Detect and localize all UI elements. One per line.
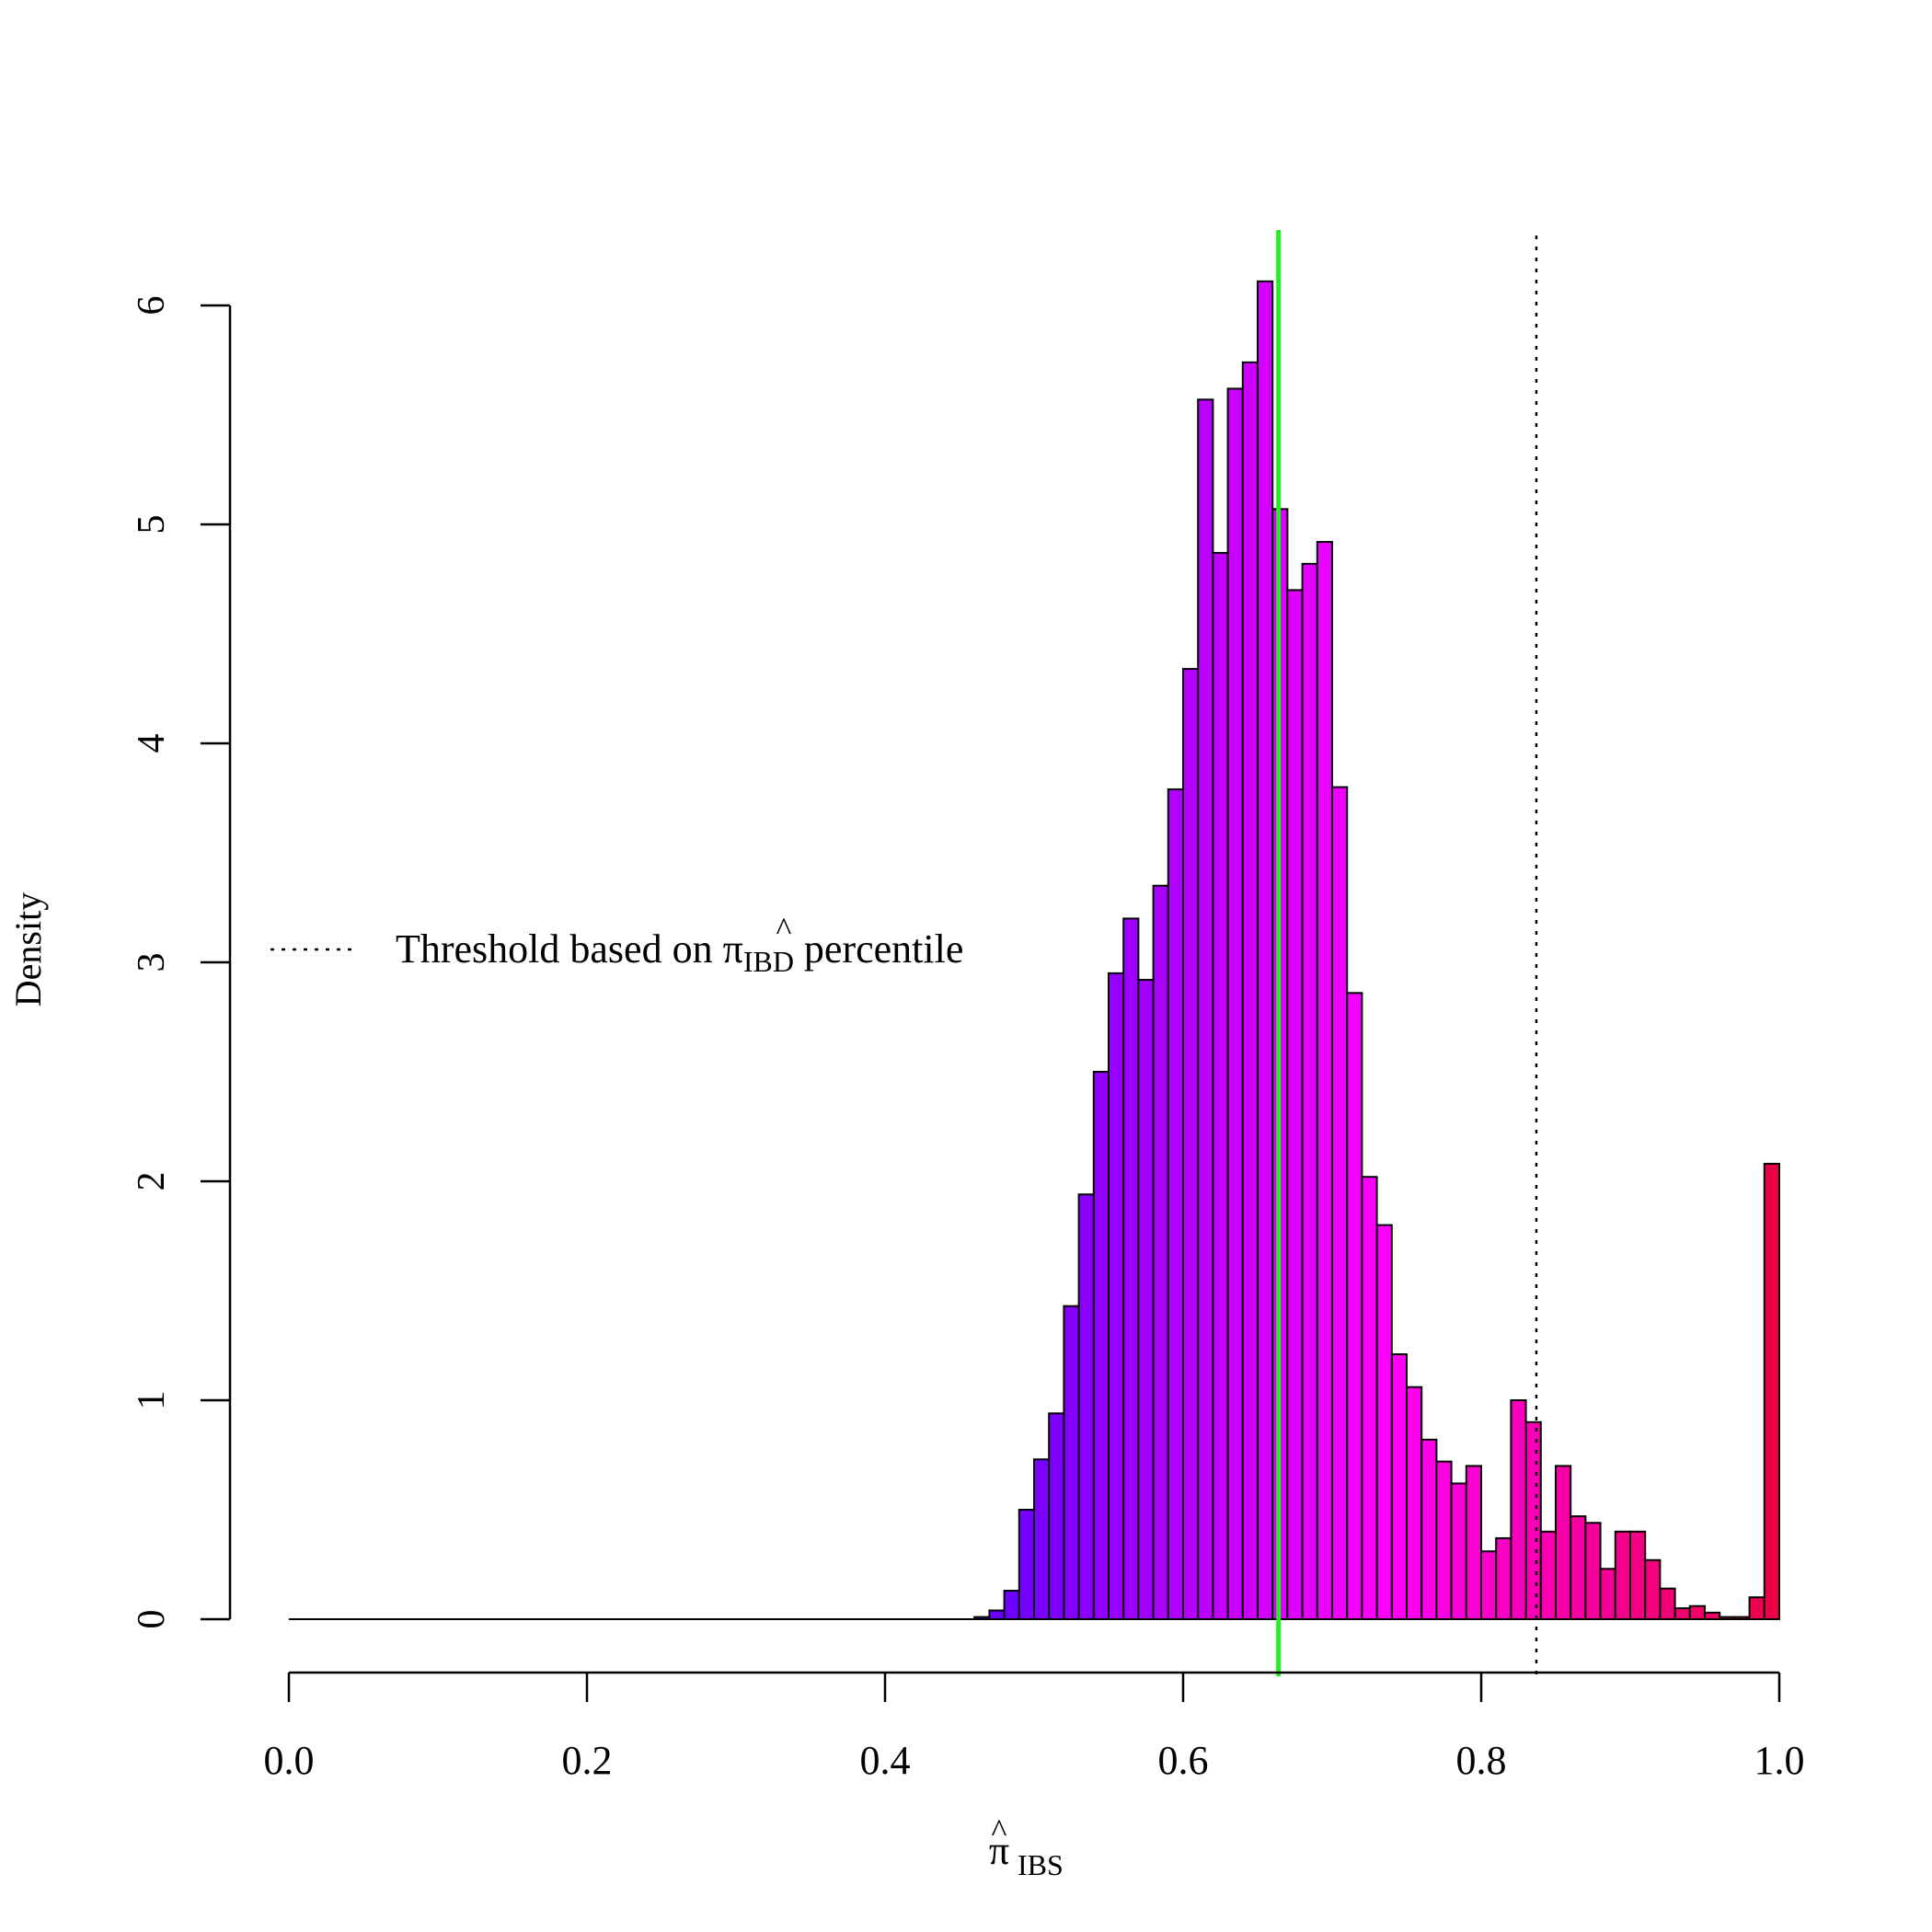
- histogram-bar: [1018, 1509, 1036, 1620]
- x-tick-label: 0.4: [860, 1738, 911, 1783]
- x-tick-label: 0.2: [562, 1738, 613, 1783]
- histogram-bar: [1480, 1550, 1498, 1620]
- histogram-bar: [1435, 1460, 1453, 1621]
- histogram-bar: [1629, 1530, 1647, 1621]
- histogram-bar: [1108, 972, 1125, 1620]
- y-axis-label: Density: [7, 892, 49, 1006]
- histogram-bar: [1077, 1193, 1095, 1621]
- x-axis-label-hat: ^: [992, 1812, 1007, 1849]
- histogram-bar: [1226, 387, 1244, 1621]
- y-tick-label: 3: [131, 953, 173, 972]
- y-tick-label: 4: [131, 734, 173, 753]
- histogram-bar: [988, 1609, 1006, 1620]
- legend-symbol-subscript: IBD: [743, 945, 794, 978]
- histogram-bar: [1122, 917, 1140, 1620]
- legend-text-before: Threshold based on: [396, 926, 723, 972]
- legend-symbol-hat: ^: [776, 911, 792, 948]
- histogram-bar: [1450, 1482, 1467, 1620]
- legend: Threshold based on πIBD percentile ^: [270, 911, 963, 978]
- histogram-bar: [1688, 1604, 1707, 1620]
- y-tick-label: 5: [131, 515, 173, 535]
- histogram-bar: [1599, 1568, 1616, 1621]
- histogram-bar: [1659, 1587, 1676, 1621]
- y-tick-label: 1: [131, 1391, 173, 1410]
- y-tick-label: 6: [131, 296, 173, 316]
- histogram-bar: [1420, 1438, 1438, 1620]
- legend-symbol: π: [723, 926, 743, 972]
- histogram-bar: [1644, 1558, 1662, 1620]
- histogram-bar: [1524, 1420, 1542, 1621]
- histogram-bar: [1301, 562, 1318, 1621]
- histogram-bar: [1197, 398, 1214, 1621]
- histogram-bar: [1465, 1465, 1483, 1621]
- histogram-bar: [1570, 1515, 1587, 1621]
- x-tick-label: 1.0: [1754, 1738, 1805, 1783]
- histogram-bar: [1510, 1399, 1527, 1620]
- histogram-bar: [1003, 1590, 1020, 1621]
- histogram-bar: [1495, 1536, 1512, 1620]
- x-axis: 0.0 0.2 0.4 0.6 0.8 1.0: [264, 1671, 1805, 1783]
- x-axis-label-symbol: π: [989, 1828, 1009, 1873]
- histogram-bars: [973, 280, 1781, 1621]
- x-tick-label: 0.8: [1456, 1738, 1507, 1783]
- histogram-bar: [1137, 979, 1155, 1621]
- histogram-bar: [1763, 1162, 1781, 1620]
- histogram-bar: [973, 1616, 991, 1620]
- histogram-bar: [1316, 541, 1334, 1620]
- y-tick-label: 2: [131, 1172, 173, 1191]
- histogram-bar: [1704, 1611, 1721, 1620]
- histogram-bar: [1375, 1224, 1393, 1620]
- legend-text-after: percentile: [794, 926, 963, 972]
- histogram-bar: [1673, 1607, 1691, 1620]
- x-tick-label: 0.0: [264, 1738, 315, 1783]
- histogram-bar: [1406, 1386, 1423, 1620]
- x-tick-label: 0.6: [1158, 1738, 1209, 1783]
- histogram-bar: [1182, 668, 1200, 1621]
- histogram-bar: [1092, 1071, 1110, 1620]
- histogram-bar: [1719, 1616, 1736, 1620]
- histogram-bar: [1748, 1596, 1765, 1620]
- histogram-bar: [1539, 1530, 1558, 1621]
- histogram-bar: [1167, 788, 1185, 1620]
- histogram-bar: [1212, 551, 1229, 1621]
- y-axis: 0 1 2 3 4 5 6: [131, 296, 232, 1629]
- histogram-bar: [1584, 1522, 1602, 1621]
- histogram-bar: [1033, 1458, 1051, 1621]
- x-axis-label: ^ π IBS: [989, 1812, 1064, 1881]
- histogram-bar: [1346, 992, 1363, 1620]
- histogram-bar: [1048, 1412, 1065, 1621]
- histogram-bar: [1286, 589, 1304, 1620]
- y-tick-label: 0: [131, 1610, 173, 1629]
- histogram-bar: [1063, 1305, 1080, 1621]
- histogram-bar: [1555, 1465, 1572, 1621]
- histogram-bar: [1331, 786, 1349, 1620]
- histogram-bar: [1614, 1530, 1632, 1621]
- histogram-bar: [1152, 884, 1169, 1620]
- histogram-bar: [1390, 1353, 1409, 1621]
- legend-label: Threshold based on πIBD percentile: [396, 926, 963, 978]
- histogram-bar: [1733, 1616, 1751, 1620]
- x-axis-label-subscript: IBS: [1018, 1848, 1064, 1881]
- histogram-bar: [1241, 361, 1259, 1620]
- histogram-bar: [1361, 1176, 1378, 1620]
- histogram-bar: [1257, 280, 1274, 1621]
